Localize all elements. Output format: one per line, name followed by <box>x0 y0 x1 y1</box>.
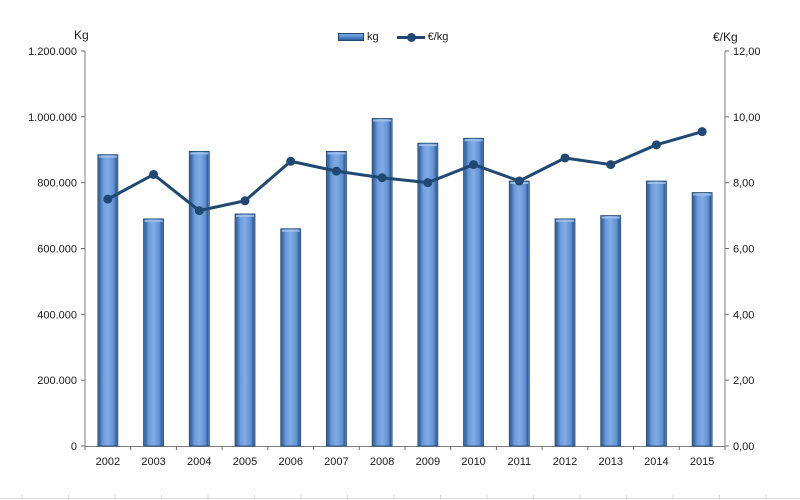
x-axis-year-label: 2002 <box>96 456 120 468</box>
bar-top-highlight <box>693 193 712 196</box>
bar-2014 <box>646 180 667 447</box>
x-axis-year-label: 2009 <box>416 456 440 468</box>
line-point-2007 <box>331 166 341 176</box>
legend-item-eur-kg: €/kg <box>396 31 449 43</box>
bar-2011 <box>508 180 530 447</box>
bar-top-highlight <box>236 214 254 217</box>
x-axis-year-label: 2005 <box>233 456 257 468</box>
x-axis-year-label: 2003 <box>141 456 165 468</box>
legend-label-eur-kg: €/kg <box>427 31 449 43</box>
right-axis-tick-label: 0,00 <box>733 441 754 453</box>
bar-top-highlight <box>190 152 209 155</box>
line-point-2014 <box>651 140 661 150</box>
line-series-swatch-icon <box>396 32 425 42</box>
bar-2002 <box>97 154 119 447</box>
x-axis-year-label: 2007 <box>324 456 348 468</box>
x-axis-year-label: 2012 <box>553 456 577 468</box>
line-point-2011 <box>514 176 524 186</box>
bar-2007 <box>326 150 347 447</box>
x-axis-year-label: 2010 <box>461 456 485 468</box>
line-point-2008 <box>377 173 387 183</box>
line-point-2005 <box>240 196 250 206</box>
bar-2008 <box>371 118 393 447</box>
x-axis-year-label: 2011 <box>507 456 531 468</box>
bar-2012 <box>554 218 576 447</box>
left-axis-tick-label: 1.200.000 <box>28 46 77 58</box>
line-point-2013 <box>606 160 616 170</box>
right-axis-tick-label: 10,00 <box>733 112 761 124</box>
x-axis-year-label: 2015 <box>690 456 714 468</box>
left-axis-tick-label: 0 <box>71 441 77 453</box>
line-point-2012 <box>560 153 570 163</box>
bar-2013 <box>600 215 622 447</box>
line-point-2015 <box>697 127 707 137</box>
x-axis-year-label: 2004 <box>187 456 211 468</box>
bar-2009 <box>417 142 439 447</box>
bar-top-highlight <box>601 216 620 219</box>
bar-2006 <box>280 228 302 447</box>
chart-legend: kg €/kg <box>338 31 448 43</box>
bar-top-highlight <box>418 144 437 147</box>
line-point-2003 <box>149 169 159 179</box>
right-axis-tick-label: 8,00 <box>733 178 754 190</box>
right-axis-tick-label: 2,00 <box>733 375 754 387</box>
eur-per-kg-line <box>106 130 704 213</box>
x-axis-year-label: 2014 <box>644 456 668 468</box>
bar-2004 <box>188 150 210 447</box>
line-point-2006 <box>286 156 296 166</box>
left-axis-tick-label: 600.000 <box>37 244 77 256</box>
right-axis-tick-label: 6,00 <box>733 244 754 256</box>
bar-series-swatch-icon <box>338 33 364 41</box>
bar-2005 <box>234 213 256 447</box>
bar-top-highlight <box>144 219 163 222</box>
bar-top-highlight <box>98 155 117 158</box>
bar-top-highlight <box>281 229 300 232</box>
left-axis-tick-label: 200.000 <box>37 375 77 387</box>
x-axis-year-label: 2008 <box>370 456 394 468</box>
bar-2015 <box>691 192 713 447</box>
bar-top-highlight <box>373 119 392 122</box>
line-point-2009 <box>423 178 433 188</box>
right-axis-tick-label: 12,00 <box>733 46 761 58</box>
x-axis-year-label: 2013 <box>598 456 622 468</box>
bar-top-highlight <box>647 182 666 185</box>
right-axis-title: €/Kg <box>713 30 738 44</box>
legend-item-kg: kg <box>338 31 379 43</box>
right-axis-tick-label: 4,00 <box>733 309 754 321</box>
legend-label-kg: kg <box>367 31 379 43</box>
bar-2010 <box>463 137 484 447</box>
line-point-2002 <box>103 194 113 204</box>
line-point-2010 <box>469 160 479 170</box>
left-axis-tick-label: 400.000 <box>37 309 77 321</box>
bar-top-highlight <box>556 219 574 222</box>
left-axis-title: Kg <box>74 28 89 42</box>
x-axis-year-label: 2006 <box>278 456 302 468</box>
bar-top-highlight <box>327 152 346 155</box>
left-axis-tick-label: 1.000.000 <box>28 112 77 124</box>
line-point-2004 <box>194 206 204 216</box>
bar-top-highlight <box>464 139 483 142</box>
bar-2003 <box>143 218 164 447</box>
left-axis-tick-label: 800.000 <box>37 178 77 190</box>
